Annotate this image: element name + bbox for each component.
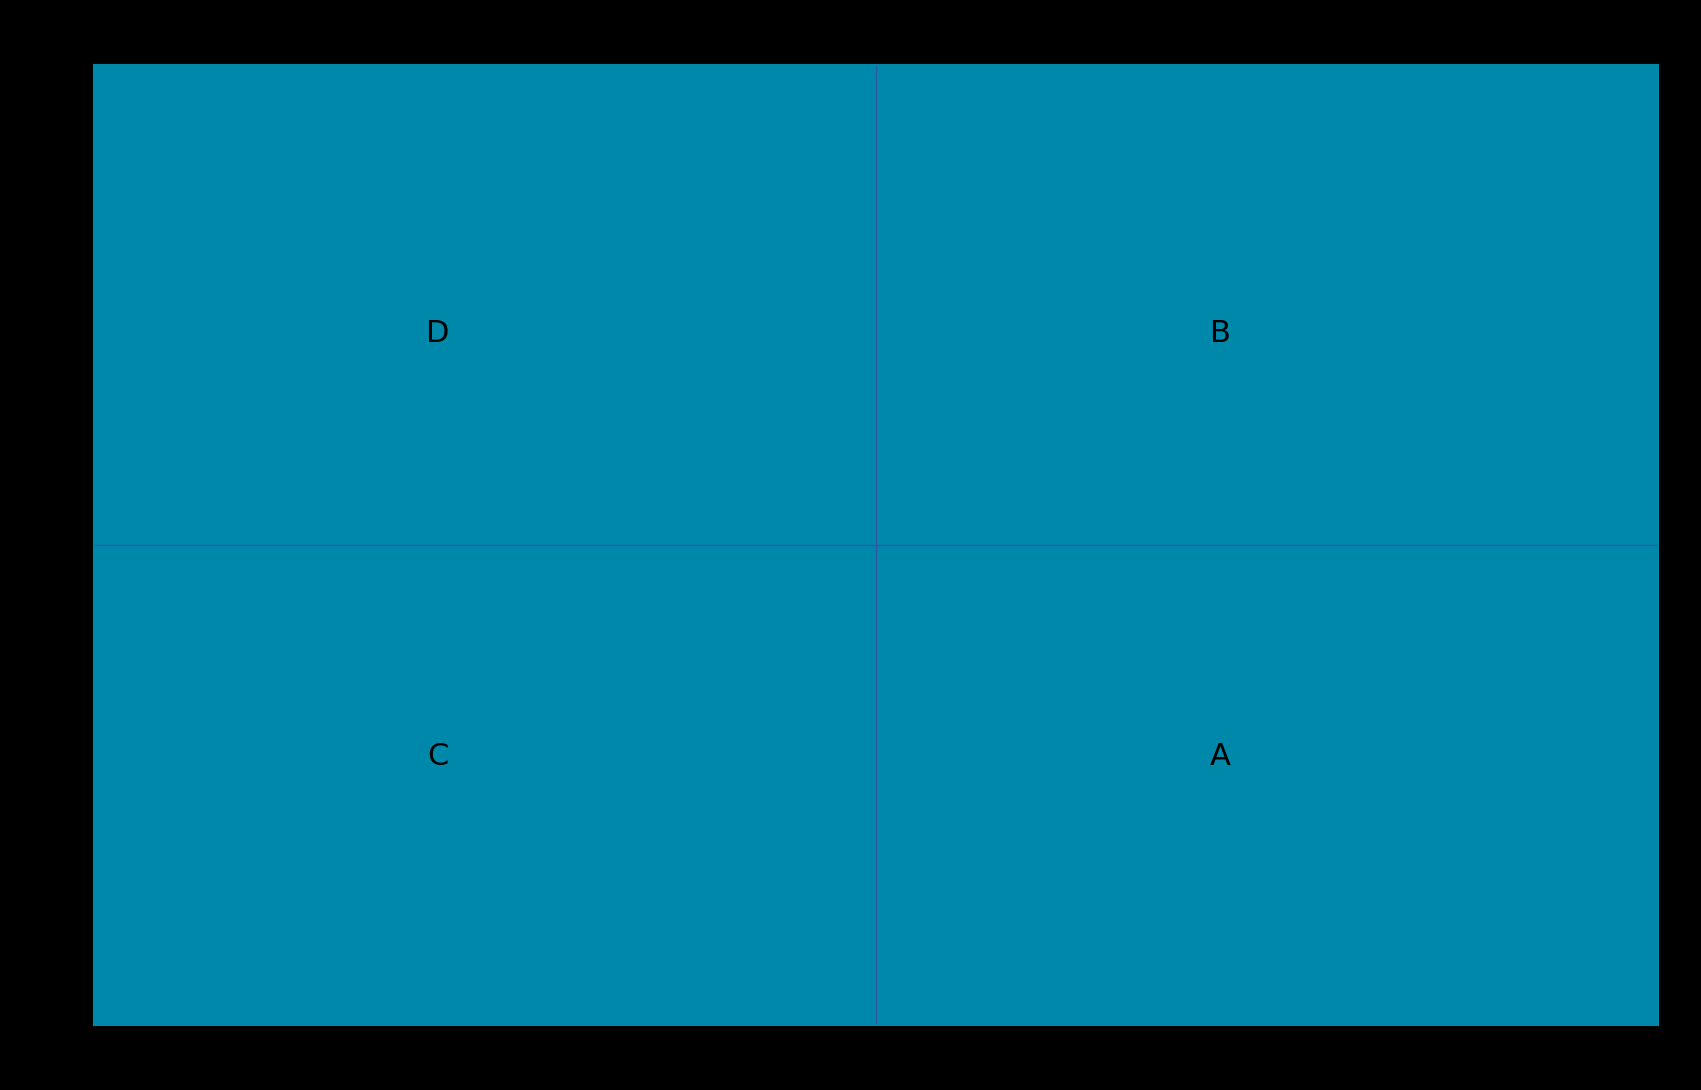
Text: D: D — [427, 319, 449, 349]
Text: A: A — [1209, 741, 1232, 771]
Text: B: B — [1209, 319, 1232, 349]
Text: C: C — [427, 741, 449, 771]
